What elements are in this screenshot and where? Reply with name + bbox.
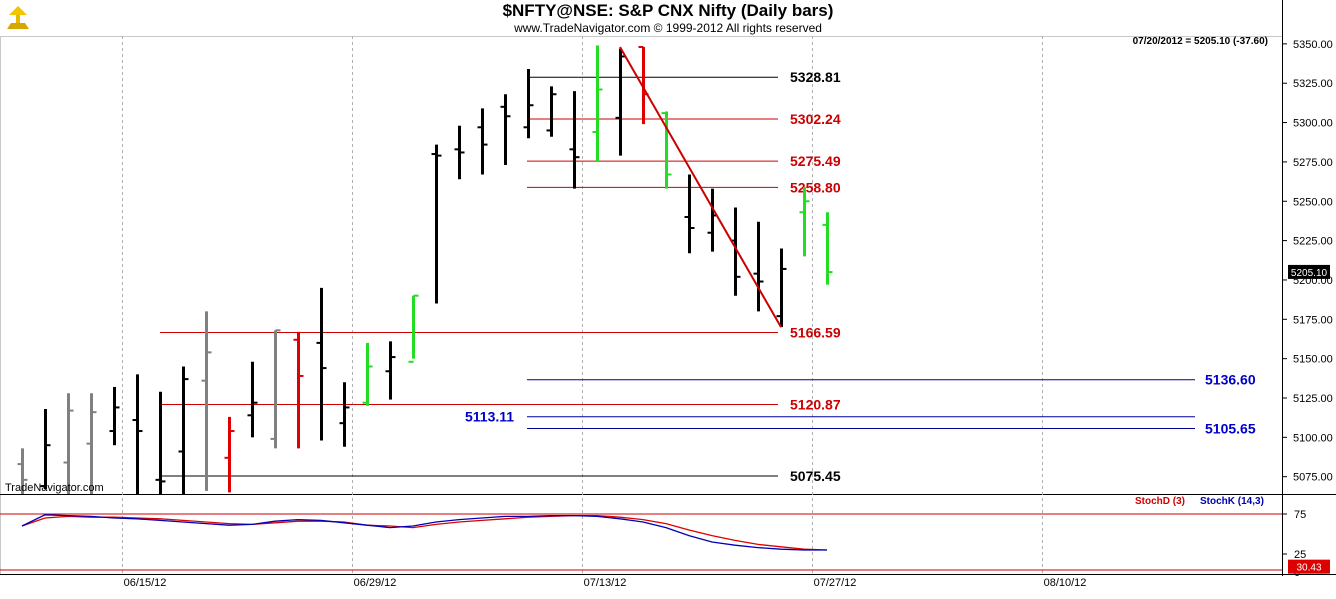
- blue-level-label: 5105.65: [1205, 420, 1256, 436]
- fib-level-label: 5075.45: [790, 468, 841, 484]
- copyright-text: www.TradeNavigator.com © 1999-2012 All r…: [514, 21, 822, 35]
- fib-level-label: 5302.24: [790, 111, 841, 127]
- fib-level-label: 5166.59: [790, 325, 841, 341]
- stoch-value-box: [1288, 559, 1330, 574]
- price-tag-box: [1288, 264, 1330, 279]
- stoch-tick-label: 75: [1294, 509, 1306, 521]
- chart-title: $NFTY@NSE: S&P CNX Nifty (Daily bars): [502, 1, 834, 20]
- x-tick-label: 06/15/12: [124, 577, 167, 589]
- stochk-line: [21, 514, 827, 551]
- last-value-readout: 07/20/2012 = 5205.10 (-37.60): [1132, 36, 1268, 47]
- price-tick-label: 5350.00: [1293, 39, 1333, 51]
- x-tick-label: 06/29/12: [354, 577, 397, 589]
- price-tick-label: 5100.00: [1293, 432, 1333, 444]
- trendline: [619, 46, 782, 328]
- price-tick-label: 5150.00: [1293, 354, 1333, 366]
- stoch-value-text: 30.43: [1296, 563, 1321, 574]
- fib-level-label: 5258.80: [790, 179, 841, 195]
- price-tick-label: 5125.00: [1293, 393, 1333, 405]
- x-tick-label: 08/10/12: [1044, 577, 1087, 589]
- fib-level-label: 5120.87: [790, 396, 841, 412]
- fib-level-label: 5275.49: [790, 153, 841, 169]
- price-tick-label: 5225.00: [1293, 236, 1333, 248]
- price-tick-label: 5075.00: [1293, 472, 1333, 484]
- fib-level-label: 5328.81: [790, 69, 841, 85]
- price-tick-label: 5275.00: [1293, 157, 1333, 169]
- brand-label: TradeNavigator.com: [5, 482, 104, 494]
- stochd-line: [21, 514, 828, 551]
- price-tick-label: 5325.00: [1293, 78, 1333, 90]
- stochk-legend: StochK (14,3): [1200, 496, 1264, 507]
- stochd-legend: StochD (3): [1135, 496, 1185, 507]
- price-tick-label: 5250.00: [1293, 196, 1333, 208]
- price-tick-label: 5175.00: [1293, 314, 1333, 326]
- price-tick-label: 5300.00: [1293, 118, 1333, 130]
- stoch-tick-label: 25: [1294, 549, 1306, 561]
- logo-icon: [7, 6, 29, 29]
- blue-level-label: 5136.60: [1205, 372, 1256, 388]
- plot-frame: [0, 36, 1283, 575]
- blue-level-label: 5113.11: [465, 409, 514, 425]
- x-tick-label: 07/27/12: [814, 577, 857, 589]
- price-tag-text: 5205.10: [1291, 268, 1328, 279]
- x-tick-label: 07/13/12: [584, 577, 627, 589]
